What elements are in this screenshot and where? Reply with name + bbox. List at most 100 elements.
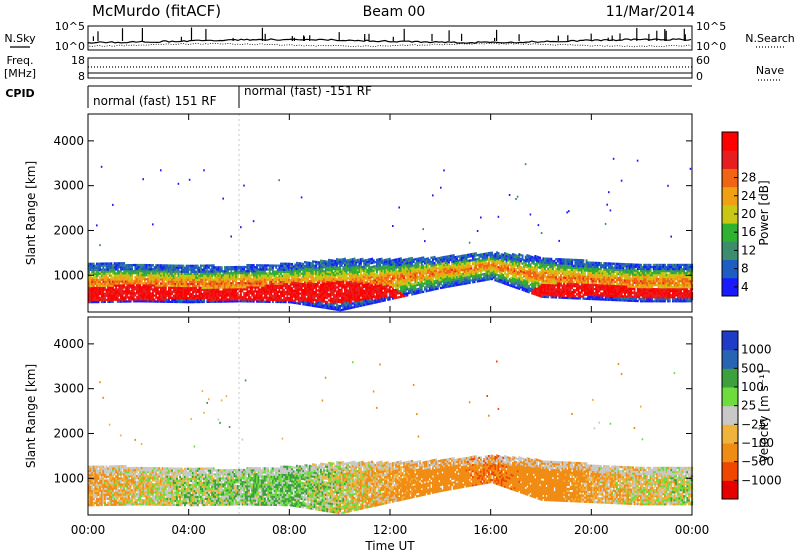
data-cell	[419, 273, 422, 276]
data-cell	[161, 292, 164, 295]
data-cell	[342, 258, 345, 261]
data-cell	[329, 275, 332, 278]
data-cell	[305, 275, 308, 278]
noise-right-tick-top: 10^5	[696, 20, 726, 33]
data-cell	[200, 268, 202, 271]
data-cell	[318, 291, 321, 294]
data-cell	[345, 275, 348, 278]
data-cell	[344, 308, 346, 311]
data-cell	[176, 282, 178, 285]
data-cell	[361, 290, 364, 293]
data-cell	[395, 266, 398, 269]
data-cell	[377, 274, 380, 277]
data-cell	[368, 294, 370, 297]
data-cell	[126, 300, 129, 303]
data-cell	[232, 282, 234, 285]
data-cell	[451, 284, 454, 288]
data-cell	[372, 265, 375, 268]
data-cell	[376, 260, 378, 263]
data-cell	[155, 292, 158, 295]
data-cell	[361, 302, 364, 305]
data-cell	[510, 276, 513, 279]
data-cell	[516, 279, 519, 282]
data-cell	[401, 277, 404, 280]
data-cell	[491, 263, 494, 267]
data-cell	[382, 275, 385, 278]
data-cell	[116, 290, 119, 293]
data-cell	[323, 294, 326, 297]
data-cell	[398, 265, 401, 269]
data-cell	[275, 270, 278, 273]
data-cell	[462, 278, 465, 281]
data-cell	[94, 268, 97, 271]
data-cell	[400, 271, 402, 274]
data-cell	[236, 294, 239, 297]
data-cell	[198, 284, 201, 287]
data-cell	[310, 272, 313, 275]
data-cell	[204, 278, 207, 281]
data-cell	[204, 274, 207, 277]
data-cell	[222, 290, 225, 293]
data-cell	[446, 281, 449, 284]
data-cell	[142, 263, 145, 267]
data-cell	[96, 268, 98, 271]
data-cell	[131, 278, 134, 281]
data-cell	[476, 280, 479, 283]
data-cell	[156, 288, 159, 291]
data-cell	[272, 284, 274, 287]
data-cell	[120, 276, 122, 279]
data-cell	[99, 284, 102, 287]
data-cell	[504, 280, 506, 283]
data-cell	[89, 299, 92, 302]
data-cell	[91, 284, 94, 288]
data-cell	[510, 264, 513, 267]
data-cell	[339, 268, 342, 271]
data-cell	[497, 270, 500, 273]
data-cell	[369, 294, 372, 297]
data-cell	[284, 268, 287, 271]
data-cell	[321, 265, 324, 269]
data-cell	[300, 272, 303, 275]
data-cell	[384, 295, 386, 298]
data-cell	[238, 265, 241, 269]
data-cell	[256, 274, 258, 277]
data-cell	[350, 262, 353, 265]
data-cell	[243, 278, 246, 281]
data-cell	[358, 300, 361, 304]
data-cell	[185, 272, 188, 275]
data-cell	[268, 264, 271, 267]
data-cell	[462, 266, 465, 269]
data-cell	[332, 263, 335, 266]
data-cell	[491, 273, 494, 277]
data-cell	[435, 275, 438, 278]
data-cell	[368, 284, 370, 287]
data-cell	[292, 289, 295, 292]
data-cell	[190, 282, 193, 286]
data-cell	[444, 277, 447, 281]
data-cell	[512, 275, 514, 278]
data-cell	[440, 260, 442, 263]
data-cell	[129, 274, 132, 277]
data-cell	[254, 276, 257, 279]
data-cell	[435, 269, 438, 272]
data-cell	[241, 269, 244, 273]
data-cell	[284, 290, 287, 294]
data-cell	[454, 264, 457, 267]
data-cell	[320, 273, 322, 276]
data-cell	[318, 303, 321, 306]
data-cell	[332, 265, 335, 268]
data-cell	[464, 270, 466, 273]
data-cell	[307, 293, 310, 297]
data-cell	[155, 282, 158, 285]
data-cell	[512, 267, 514, 270]
data-cell	[371, 296, 374, 299]
data-cell	[313, 282, 316, 285]
data-cell	[243, 274, 246, 277]
data-cell	[222, 274, 225, 277]
data-cell	[206, 298, 209, 301]
data-cell	[323, 276, 326, 279]
data-cell	[515, 268, 518, 271]
data-cell	[88, 262, 90, 265]
data-cell	[280, 270, 282, 273]
data-cell	[252, 284, 255, 287]
